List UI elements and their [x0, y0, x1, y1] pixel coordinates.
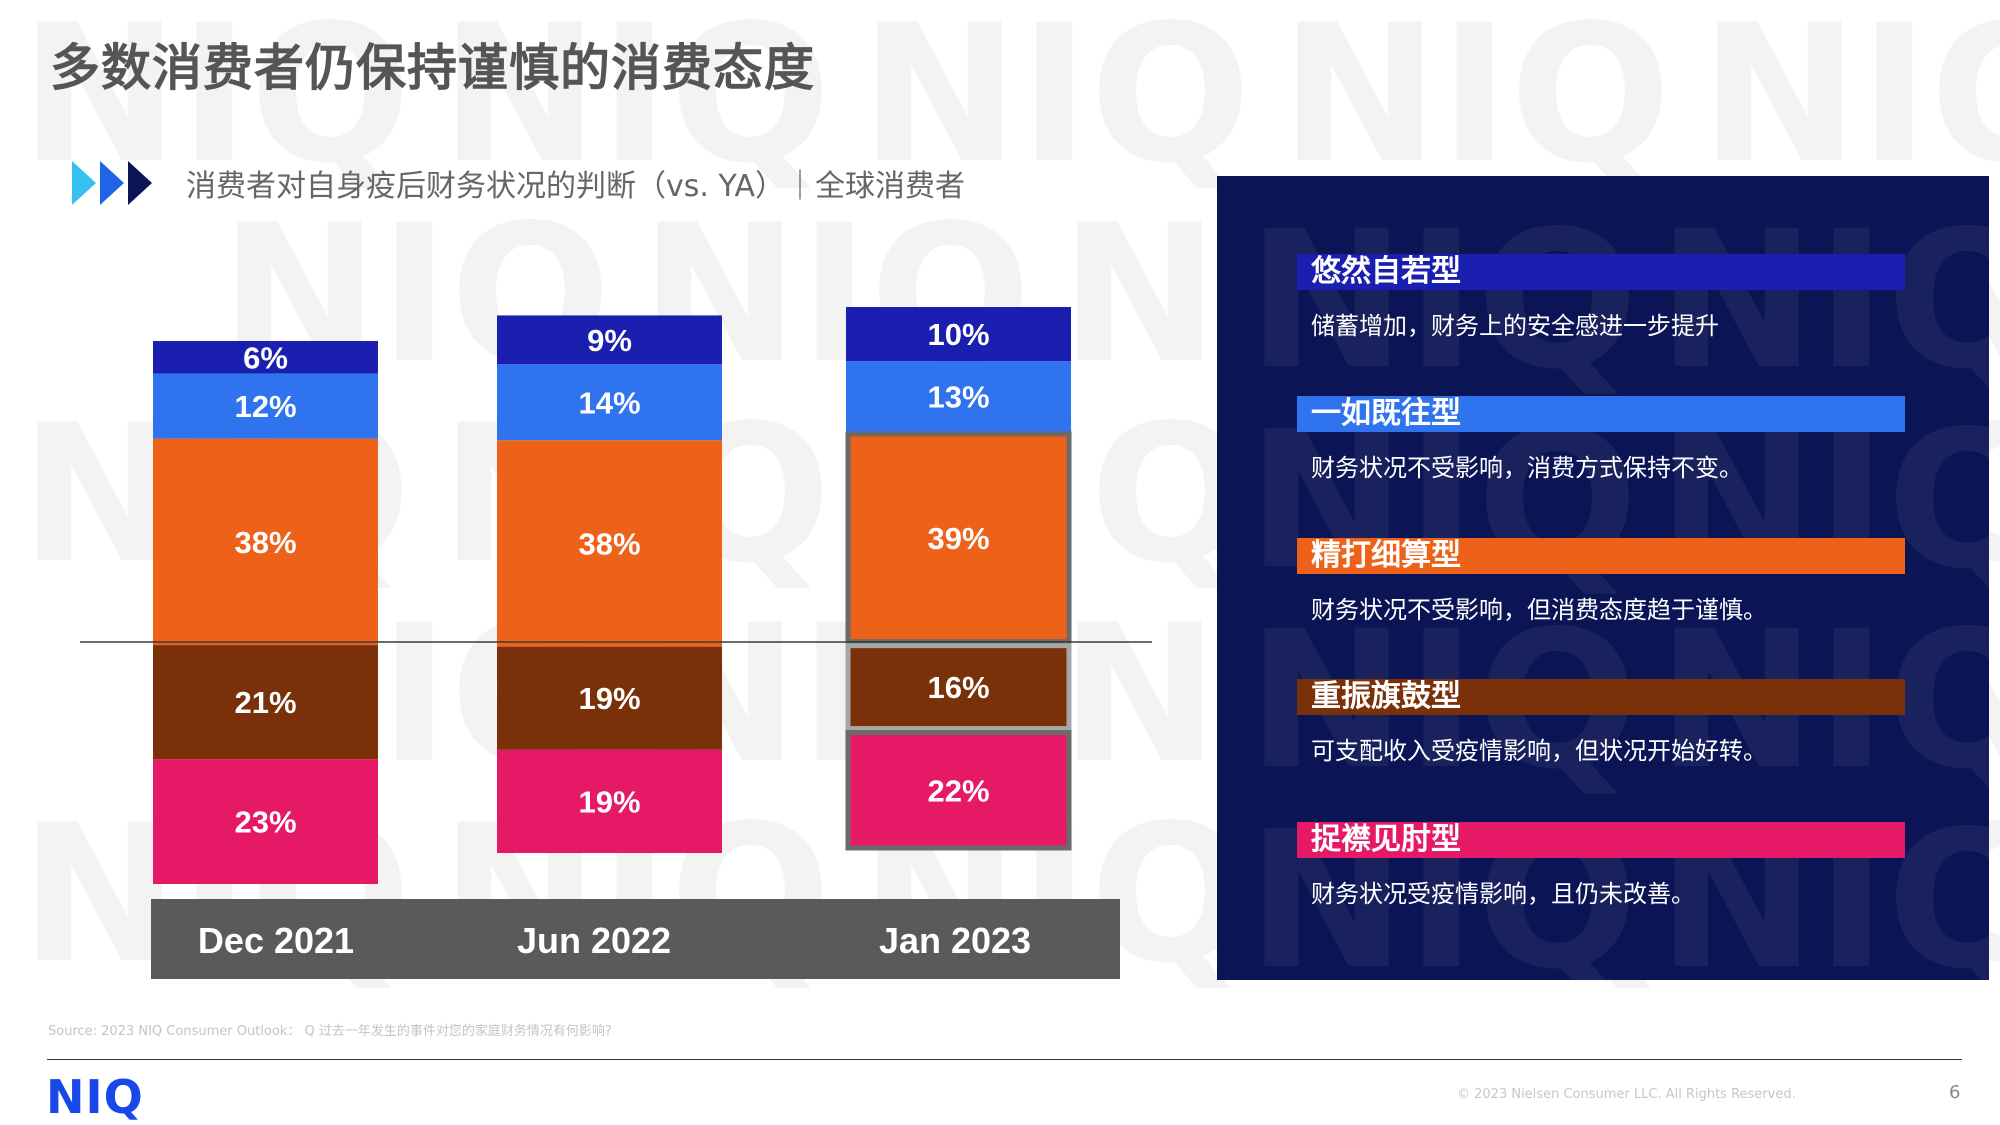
- niq-logo: NIQ: [46, 1070, 144, 1124]
- data-label: 10%: [927, 317, 989, 352]
- data-label: 14%: [578, 385, 640, 420]
- stacked-bar-chart: 6% 12% 38% 21% 23% 9% 14% 38% 19% 19% 10% 13% 39% 16%…: [80, 307, 1152, 979]
- legend-item: 悠然自若型: [1297, 254, 1905, 290]
- data-label: 12%: [234, 389, 296, 424]
- bar-segment: [846, 643, 1071, 731]
- data-label: 19%: [578, 681, 640, 716]
- bar-segment: [153, 438, 378, 646]
- bar-segment: [153, 341, 378, 374]
- legend-color-bar: 一如既往型: [1297, 396, 1905, 432]
- watermark-text: NIQ: [1700, 0, 2000, 205]
- legend-description: 财务状况不受影响，消费方式保持不变。: [1311, 454, 1743, 482]
- legend-description: 储蓄增加，财务上的安全感进一步提升: [1311, 312, 1719, 340]
- legend-description: 可支配收入受疫情影响，但状况开始好转。: [1311, 737, 1767, 765]
- bar-segment: [846, 361, 1071, 432]
- legend-name: 捉襟见肘型: [1311, 822, 1461, 857]
- chart-subtitle: 消费者对自身疫后财务状况的判断（vs. YA）｜全球消费者: [186, 169, 965, 204]
- legend-name: 悠然自若型: [1311, 254, 1461, 289]
- watermark-text: NIQ: [1280, 0, 1671, 205]
- legend-item: 精打细算型: [1297, 538, 1905, 574]
- data-label: 23%: [234, 805, 296, 840]
- legend-name: 一如既往型: [1311, 396, 1461, 431]
- legend-item: 一如既往型: [1297, 396, 1905, 432]
- category-band: [151, 899, 1120, 979]
- legend-color-bar: 精打细算型: [1297, 538, 1905, 574]
- data-label: 39%: [927, 521, 989, 556]
- legend-name: 精打细算型: [1311, 538, 1461, 573]
- legend-panel: NIQ NIQ NIQ NIQ NIQ NIQ NIQ NIQ 悠然自若型储蓄增加，财务上的安全…: [1217, 176, 1989, 980]
- bar-segment: [846, 730, 1071, 850]
- watermark-text: NIQ: [1247, 190, 1638, 411]
- bar-segment: [497, 315, 722, 365]
- data-label: 22%: [927, 773, 989, 808]
- triple-arrow-icon: [72, 161, 152, 205]
- category-label: Dec 2021: [198, 920, 354, 961]
- watermark-text: NIQ: [1247, 790, 1638, 980]
- bar-segment: [153, 645, 378, 760]
- legend-item: 重振旗鼓型: [1297, 679, 1905, 715]
- copyright-text: © 2023 Nielsen Consumer LLC. All Rights …: [1457, 1087, 1796, 1102]
- data-label: 16%: [927, 670, 989, 705]
- data-label: 21%: [234, 685, 296, 720]
- data-label: 9%: [587, 323, 632, 358]
- legend-color-bar: 悠然自若型: [1297, 254, 1905, 290]
- bar-segment: [153, 759, 378, 884]
- bar-segment: [497, 646, 722, 750]
- page-title: 多数消费者仍保持谨慎的消费态度: [50, 39, 815, 97]
- legend-description: 财务状况受疫情影响，且仍未改善。: [1311, 880, 1695, 908]
- legend-color-bar: 重振旗鼓型: [1297, 679, 1905, 715]
- page-number: 6: [1949, 1082, 1961, 1103]
- data-label: 38%: [234, 525, 296, 560]
- source-note: Source: 2023 NIQ Consumer Outlook： Q 过去一…: [48, 1024, 612, 1039]
- chart-subtitle-row: 消费者对自身疫后财务状况的判断（vs. YA）｜全球消费者: [72, 155, 965, 211]
- category-label: Jun 2022: [517, 920, 671, 961]
- bar-segment: [153, 373, 378, 439]
- data-label: 38%: [578, 526, 640, 561]
- legend-name: 重振旗鼓型: [1311, 679, 1461, 714]
- bar-segment: [846, 431, 1071, 644]
- bar-segment: [497, 440, 722, 647]
- data-label: 13%: [927, 380, 989, 415]
- highlight-box: [845, 730, 1072, 851]
- highlight-box: [845, 643, 1072, 732]
- legend-item: 捉襟见肘型: [1297, 822, 1905, 858]
- bar-segment: [846, 307, 1071, 362]
- data-label: 6%: [243, 340, 288, 375]
- bar-segment: [497, 364, 722, 441]
- category-label: Jan 2023: [879, 920, 1031, 961]
- watermark-text: NIQ: [1657, 790, 1989, 980]
- data-label: 19%: [578, 784, 640, 819]
- bar-segment: [497, 749, 722, 853]
- legend-description: 财务状况不受影响，但消费态度趋于谨慎。: [1311, 596, 1767, 624]
- watermark-text: NIQ: [1657, 190, 1989, 411]
- legend-color-bar: 捉襟见肘型: [1297, 822, 1905, 858]
- footer-divider: [47, 1059, 1962, 1060]
